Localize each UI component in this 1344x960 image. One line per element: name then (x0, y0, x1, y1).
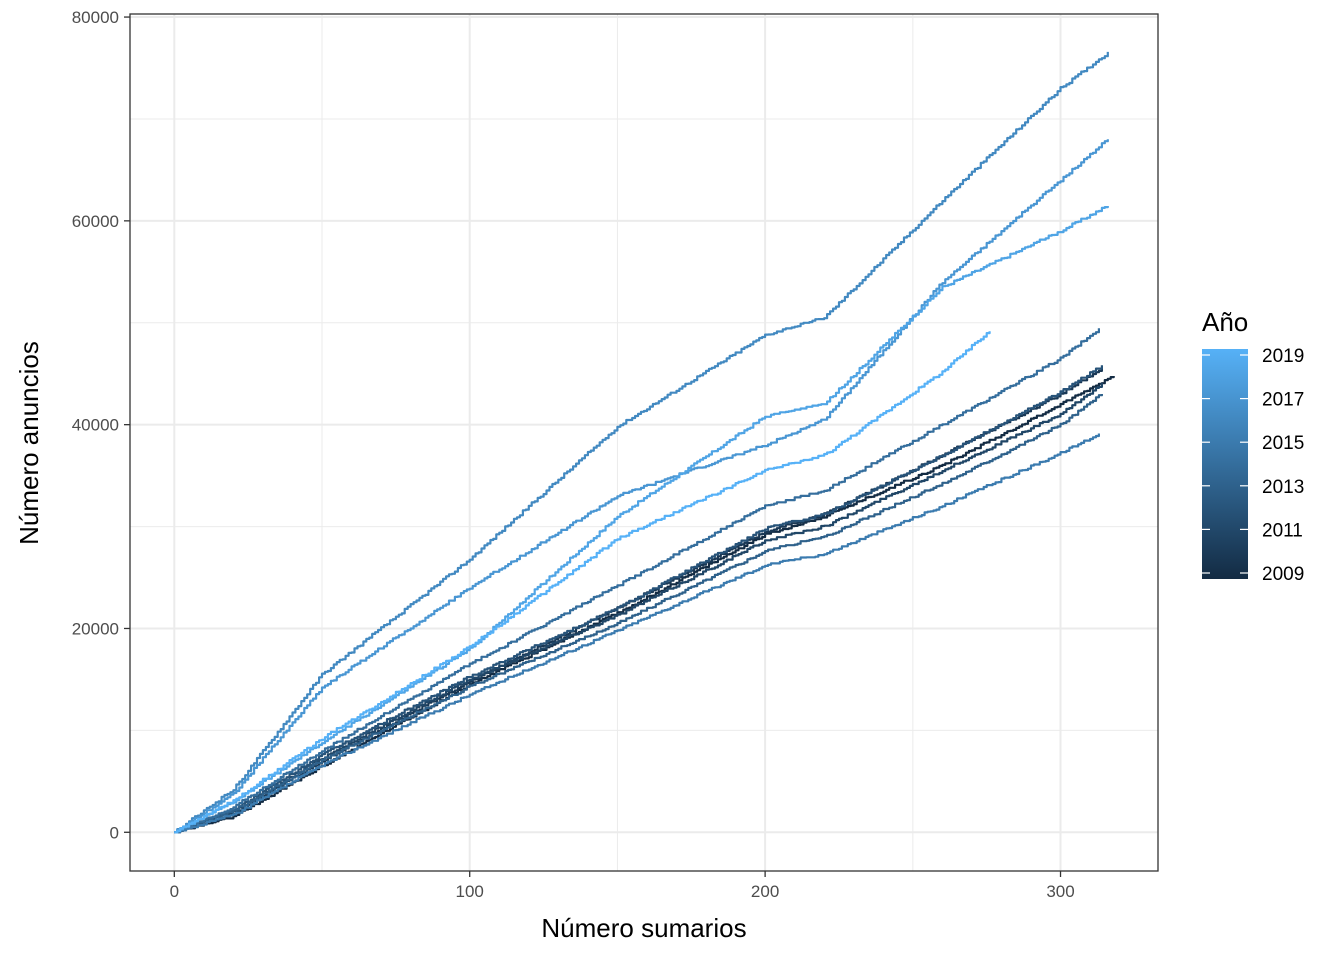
y-tick-label: 0 (110, 823, 119, 842)
legend-title: Año (1202, 307, 1248, 337)
series-line-2018 (174, 206, 1109, 834)
legend-ticks: 2019 2017 2015 2013 2011 2009 (1202, 346, 1304, 585)
y-axis-title: Número anuncios (14, 341, 44, 545)
y-axis: 0 20000 40000 60000 80000 (72, 8, 130, 842)
series-line-2012 (174, 365, 1103, 834)
series-line-2017 (174, 139, 1109, 834)
legend-label: 2017 (1262, 390, 1304, 411)
x-axis-title: Número sumarios (541, 913, 746, 943)
x-tick-label: 200 (751, 882, 779, 901)
legend: Año 2019 2017 2015 2013 2011 2009 (1202, 307, 1304, 585)
x-tick-label: 100 (456, 882, 484, 901)
series-line-2019 (174, 331, 991, 834)
legend-label: 2011 (1262, 520, 1303, 541)
legend-label: 2009 (1262, 564, 1304, 585)
y-tick-label: 40000 (72, 416, 119, 435)
series-line-2013 (174, 394, 1103, 834)
y-tick-label: 20000 (72, 619, 119, 638)
y-tick-label: 60000 (72, 212, 119, 231)
legend-label: 2015 (1262, 433, 1304, 454)
legend-colorbar (1202, 349, 1248, 579)
major-gridlines (130, 14, 1158, 871)
x-tick-label: 0 (170, 882, 179, 901)
series-line-2014 (174, 328, 1100, 834)
series-line-2015 (174, 433, 1100, 834)
x-tick-label: 300 (1046, 882, 1074, 901)
series-lines (174, 51, 1115, 834)
series-line-2011 (174, 383, 1103, 834)
y-tick-label: 80000 (72, 8, 119, 27)
plot-border (129, 13, 1159, 872)
series-line-2016 (174, 51, 1109, 834)
legend-label: 2013 (1262, 477, 1304, 498)
legend-label: 2019 (1262, 346, 1304, 367)
x-axis: 0 100 200 300 (170, 871, 1075, 901)
